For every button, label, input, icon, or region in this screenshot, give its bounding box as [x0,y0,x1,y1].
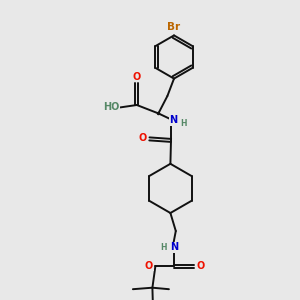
Text: H: H [160,243,167,252]
Text: O: O [145,261,153,271]
Text: HO: HO [103,102,119,112]
Text: O: O [133,72,141,82]
Text: N: N [170,242,178,252]
Text: Br: Br [167,22,181,32]
Text: H: H [180,118,186,127]
Text: O: O [139,133,147,143]
Text: O: O [197,261,205,271]
Text: N: N [169,115,178,125]
